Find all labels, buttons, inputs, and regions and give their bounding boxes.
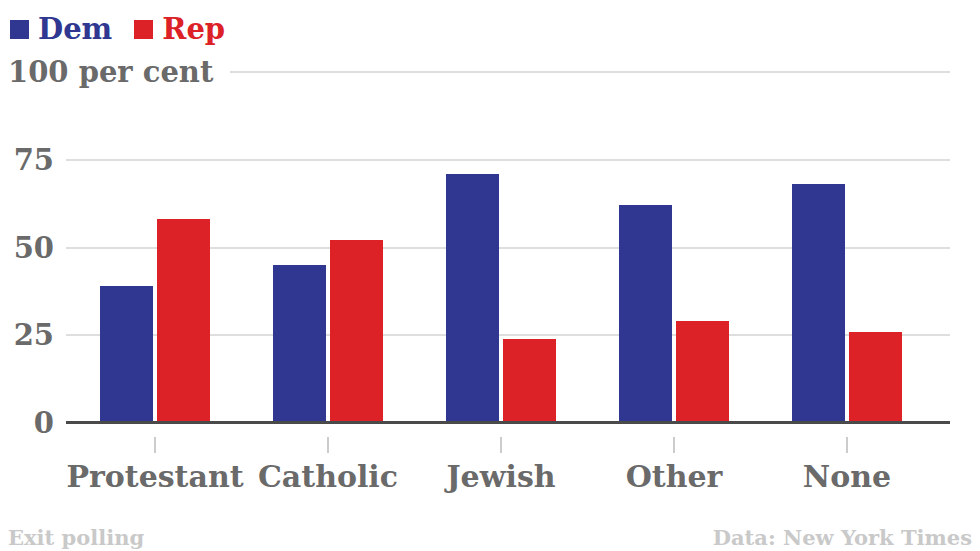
y-tick-label-50: 50 [0, 233, 54, 263]
legend-swatch-rep [134, 20, 153, 39]
x-tick-jewish [500, 437, 502, 453]
bar-dem-other [619, 205, 672, 423]
bar-rep-catholic [330, 240, 383, 423]
bar-dem-protestant [100, 286, 153, 423]
y-tick-label-25: 25 [0, 320, 54, 350]
x-tick-other [673, 437, 675, 453]
bar-rep-none [849, 332, 902, 423]
legend: Dem Rep [10, 12, 225, 46]
bar-rep-protestant [157, 219, 210, 423]
legend-item-dem: Dem [10, 12, 112, 46]
bar-rep-other [676, 321, 729, 423]
plot-area: 100 per cent 75 50 25 0 Protestant Catholic Jew… [0, 0, 980, 551]
x-tick-catholic [327, 437, 329, 453]
x-axis-label-catholic: Catholic [258, 460, 398, 494]
x-axis-label-protestant: Protestant [66, 460, 243, 494]
gridline-100 [230, 71, 950, 73]
x-tick-protestant [154, 437, 156, 453]
footer-note: Exit polling [8, 527, 144, 549]
y-tick-label-100: 100 per cent [8, 57, 213, 87]
bar-dem-jewish [446, 174, 499, 423]
legend-label-rep: Rep [162, 12, 225, 46]
gridline-75 [66, 159, 950, 161]
legend-swatch-dem [10, 20, 29, 39]
x-axis-line [66, 421, 950, 424]
bar-dem-none [792, 184, 845, 423]
x-tick-none [846, 437, 848, 453]
y-tick-label-75: 75 [0, 145, 54, 175]
exit-polling-bar-chart: Dem Rep 100 per cent 75 50 25 0 Protestant Cath… [0, 0, 980, 551]
bar-rep-jewish [503, 339, 556, 423]
x-axis-label-jewish: Jewish [446, 460, 555, 494]
legend-item-rep: Rep [134, 12, 225, 46]
y-tick-label-0: 0 [0, 408, 54, 438]
footer: Exit polling Data: New York Times [8, 527, 972, 549]
x-axis-label-other: Other [626, 460, 723, 494]
bar-dem-catholic [273, 265, 326, 423]
legend-label-dem: Dem [38, 12, 112, 46]
x-axis-label-none: None [803, 460, 891, 494]
data-source-credit: Data: New York Times [713, 527, 972, 549]
